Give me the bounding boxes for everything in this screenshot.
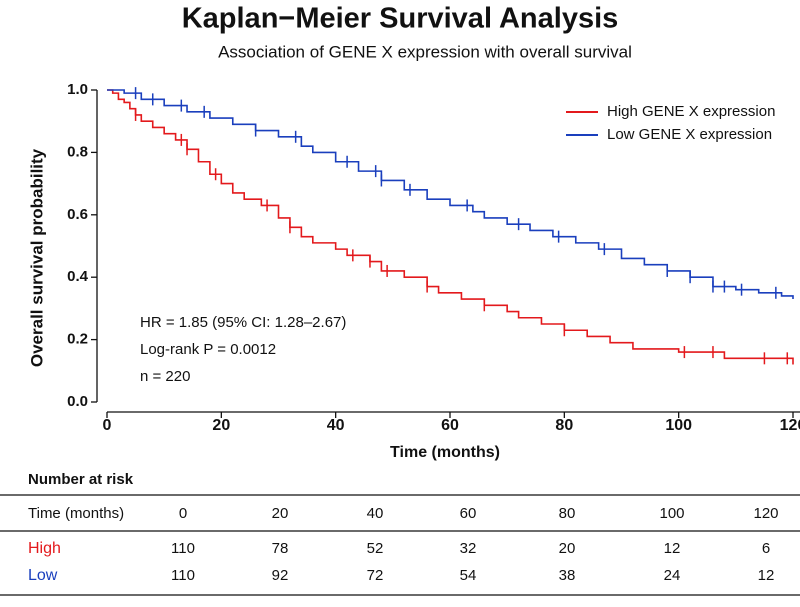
x-tick-label: 40 <box>327 417 345 434</box>
risk-row-label: Low <box>28 567 58 584</box>
annotation: Log-rank P = 0.0012 <box>140 341 276 358</box>
y-tick-label: 0.0 <box>67 393 88 410</box>
risk-count: 110 <box>171 567 195 584</box>
x-tick-label: 120 <box>780 417 800 434</box>
risk-count: 20 <box>559 540 576 557</box>
risk-count: 72 <box>367 567 384 584</box>
risk-count: 24 <box>664 567 681 584</box>
legend-label: Low GENE X expression <box>607 126 772 143</box>
x-tick-label: 20 <box>212 417 230 434</box>
risk-count: 32 <box>460 540 477 557</box>
risk-time: 80 <box>559 505 576 522</box>
risk-count: 52 <box>367 540 384 557</box>
risk-count: 12 <box>664 540 681 557</box>
risk-count: 54 <box>460 567 477 584</box>
y-tick-label: 0.8 <box>67 143 88 160</box>
risk-count: 12 <box>758 567 775 584</box>
y-tick-label: 0.6 <box>67 206 88 223</box>
annotation: HR = 1.85 (95% CI: 1.28–2.67) <box>140 314 346 331</box>
risk-count: 6 <box>762 540 770 557</box>
annotation: n = 220 <box>140 368 190 385</box>
x-tick-label: 60 <box>441 417 459 434</box>
risk-time: 120 <box>753 505 778 522</box>
risk-time: 20 <box>272 505 289 522</box>
x-tick-label: 80 <box>555 417 573 434</box>
y-tick-label: 1.0 <box>67 81 88 98</box>
risk-count: 38 <box>559 567 576 584</box>
chart-title: Kaplan−Meier Survival Analysis <box>182 3 619 35</box>
y-axis-label: Overall survival probability <box>27 148 46 367</box>
legend-label: High GENE X expression <box>607 103 775 120</box>
risk-row-label: High <box>28 540 61 557</box>
x-tick-label: 0 <box>103 417 112 434</box>
y-tick-label: 0.2 <box>67 331 88 348</box>
risk-time: 100 <box>659 505 684 522</box>
risk-table-header: Time (months) <box>28 505 124 522</box>
y-tick-label: 0.4 <box>67 268 89 285</box>
risk-time: 60 <box>460 505 477 522</box>
risk-count: 110 <box>171 540 195 557</box>
risk-table-title: Number at risk <box>28 471 134 488</box>
x-tick-label: 100 <box>665 417 692 434</box>
x-axis-label: Time (months) <box>390 444 500 461</box>
risk-count: 78 <box>272 540 289 557</box>
risk-time: 0 <box>179 505 187 522</box>
chart-subtitle: Association of GENE X expression with ov… <box>218 42 632 61</box>
survival-curve <box>107 89 794 365</box>
risk-time: 40 <box>367 505 384 522</box>
risk-count: 92 <box>272 567 289 584</box>
survival-curve <box>107 89 794 300</box>
